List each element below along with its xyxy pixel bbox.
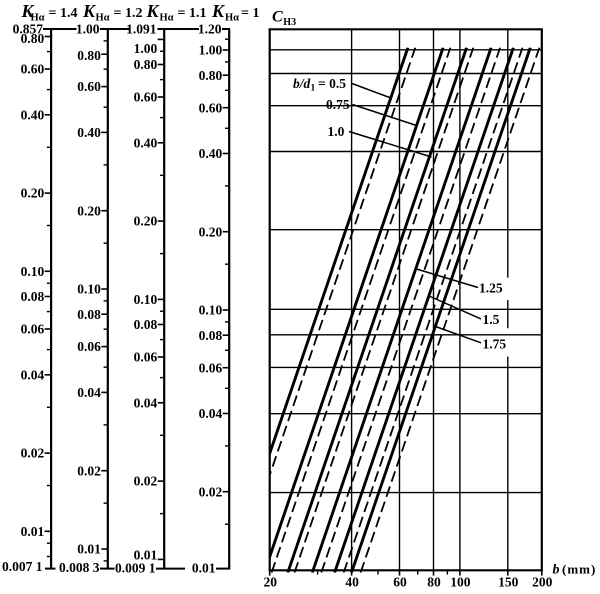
svg-text:K: K <box>82 1 97 21</box>
svg-text:1.00: 1.00 <box>76 22 100 37</box>
svg-text:0.02: 0.02 <box>77 463 101 478</box>
svg-text:0.80: 0.80 <box>77 48 101 63</box>
svg-text:0.60: 0.60 <box>199 100 223 115</box>
svg-text:0.75: 0.75 <box>326 97 350 112</box>
svg-text:0.04: 0.04 <box>77 385 101 400</box>
svg-text:= 1.1: = 1.1 <box>178 6 207 21</box>
svg-text:1.75: 1.75 <box>483 337 507 352</box>
svg-text:0.01: 0.01 <box>21 524 45 539</box>
svg-text:0.10: 0.10 <box>199 303 223 318</box>
svg-text:K: K <box>21 1 36 21</box>
svg-text:0.08: 0.08 <box>77 307 101 322</box>
svg-text:0.40: 0.40 <box>21 107 45 122</box>
svg-text:0.80: 0.80 <box>134 57 158 72</box>
svg-text:0.01: 0.01 <box>134 547 158 562</box>
svg-text:1.5: 1.5 <box>483 312 500 327</box>
svg-text:0.08: 0.08 <box>199 328 223 343</box>
svg-text:0.80: 0.80 <box>21 31 45 46</box>
svg-text:0.02: 0.02 <box>21 446 45 461</box>
svg-text:0.008 3: 0.008 3 <box>59 560 100 575</box>
svg-text:1.20: 1.20 <box>198 22 222 37</box>
svg-text:0.40: 0.40 <box>199 146 223 161</box>
svg-text:40: 40 <box>345 575 359 590</box>
svg-text:b: b <box>553 563 560 578</box>
svg-text:1.25: 1.25 <box>479 281 503 296</box>
svg-text:0.10: 0.10 <box>21 264 45 279</box>
svg-text:0.10: 0.10 <box>77 282 101 297</box>
svg-text:80: 80 <box>427 575 441 590</box>
svg-text:200: 200 <box>532 575 553 590</box>
svg-text:H3: H3 <box>283 17 296 28</box>
svg-text:0.20: 0.20 <box>77 203 101 218</box>
svg-text:1: 1 <box>311 84 316 94</box>
svg-text:0.80: 0.80 <box>199 68 223 83</box>
svg-text:0.04: 0.04 <box>21 367 45 382</box>
svg-text:K: K <box>211 1 226 21</box>
svg-text:1.00: 1.00 <box>199 43 223 58</box>
svg-text:1.00: 1.00 <box>134 41 158 56</box>
svg-text:= 0.5: = 0.5 <box>318 76 346 91</box>
svg-text:0.007 1: 0.007 1 <box>2 559 43 574</box>
svg-text:0.04: 0.04 <box>134 395 158 410</box>
svg-text:Hα: Hα <box>225 13 239 24</box>
svg-text:0.20: 0.20 <box>134 214 158 229</box>
svg-text:150: 150 <box>498 575 519 590</box>
svg-text:0.06: 0.06 <box>21 322 45 337</box>
svg-text:0.40: 0.40 <box>77 125 101 140</box>
svg-text:b/d: b/d <box>293 76 311 91</box>
svg-text:100: 100 <box>450 575 471 590</box>
svg-text:0.01: 0.01 <box>77 542 101 557</box>
svg-text:0.06: 0.06 <box>134 350 158 365</box>
svg-text:= 1.2: = 1.2 <box>114 6 143 21</box>
svg-text:0.60: 0.60 <box>77 79 101 94</box>
svg-text:Hα: Hα <box>96 13 110 24</box>
svg-text:0.06: 0.06 <box>199 360 223 375</box>
svg-text:0.20: 0.20 <box>199 224 223 239</box>
svg-text:(mm): (mm) <box>562 562 596 577</box>
svg-text:Hα: Hα <box>31 13 45 24</box>
svg-text:Hα: Hα <box>160 13 174 24</box>
svg-text:1.091: 1.091 <box>126 22 157 37</box>
svg-text:= 1.4: = 1.4 <box>49 6 78 21</box>
svg-text:0.02: 0.02 <box>199 484 223 499</box>
svg-text:K: K <box>146 1 161 21</box>
svg-text:0.01: 0.01 <box>192 561 216 576</box>
svg-text:0.60: 0.60 <box>134 90 158 105</box>
svg-text:C: C <box>272 8 283 25</box>
svg-text:0.60: 0.60 <box>21 62 45 77</box>
svg-text:1.0: 1.0 <box>328 124 345 139</box>
svg-text:0.04: 0.04 <box>199 406 223 421</box>
svg-text:0.08: 0.08 <box>21 289 45 304</box>
svg-text:0.06: 0.06 <box>77 339 101 354</box>
svg-text:20: 20 <box>263 575 277 590</box>
svg-text:0.857: 0.857 <box>13 22 44 37</box>
svg-text:0.08: 0.08 <box>134 317 158 332</box>
svg-text:0.02: 0.02 <box>134 474 158 489</box>
svg-text:= 1: = 1 <box>241 6 259 21</box>
svg-text:0.20: 0.20 <box>21 186 45 201</box>
svg-text:60: 60 <box>393 575 407 590</box>
svg-text:0.40: 0.40 <box>134 135 158 150</box>
svg-text:0.10: 0.10 <box>134 292 158 307</box>
svg-text:0.009 1: 0.009 1 <box>115 561 156 576</box>
